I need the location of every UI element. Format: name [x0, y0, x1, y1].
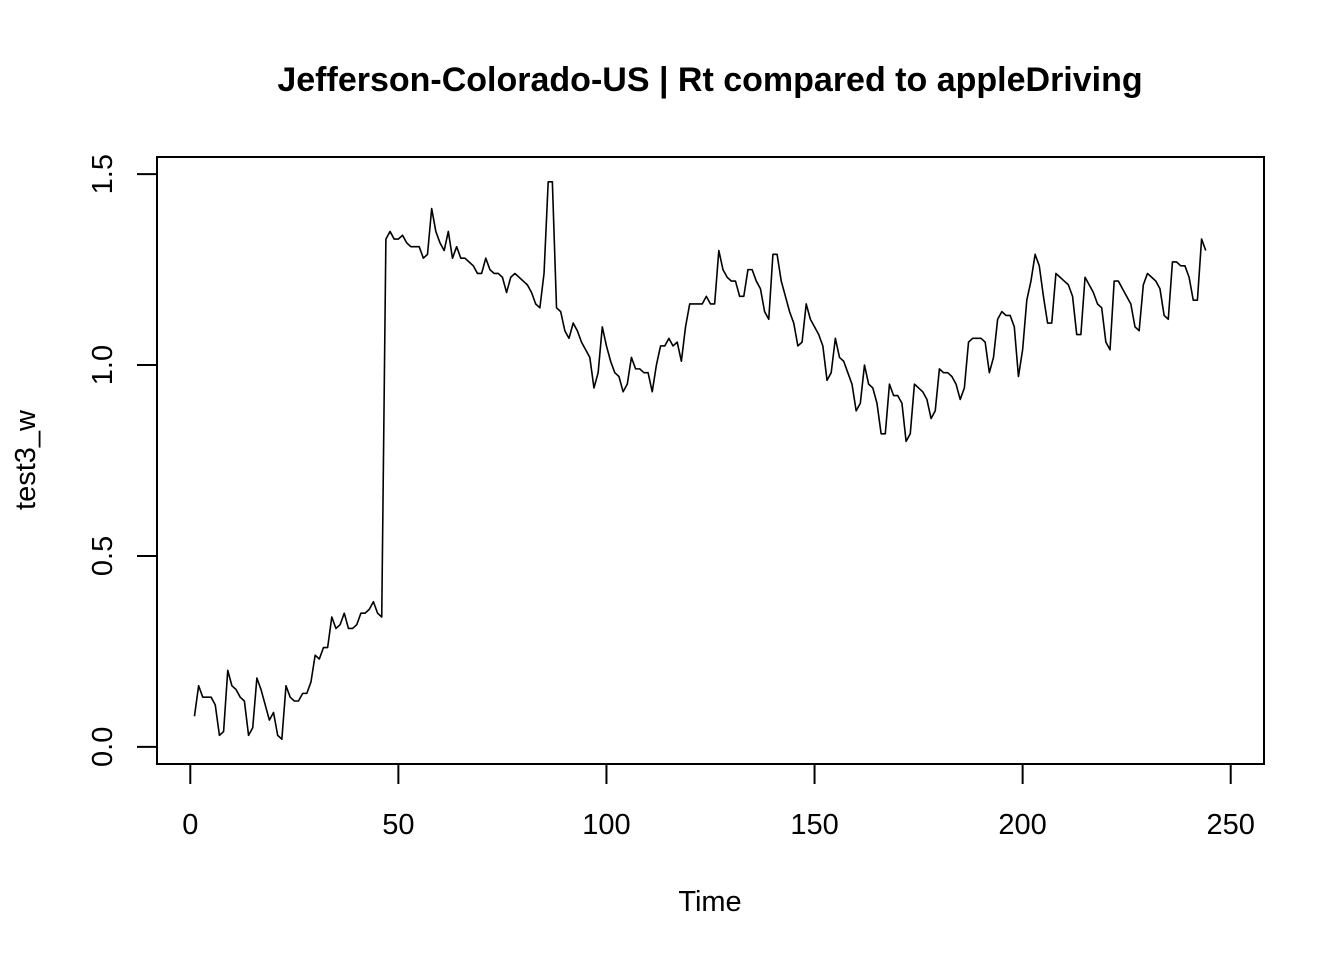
x-tick-label: 150: [790, 809, 838, 841]
x-tick-label: 50: [382, 809, 414, 841]
y-tick-label: 0.0: [87, 727, 119, 767]
x-tick-label: 200: [998, 809, 1046, 841]
x-tick-label: 250: [1207, 809, 1255, 841]
chart-title: Jefferson-Colorado-US | Rt compared to a…: [277, 61, 1142, 99]
x-tick-label: 100: [582, 809, 630, 841]
y-tick-label: 0.5: [87, 536, 119, 576]
series-line: [193, 181, 1207, 740]
y-axis-label: test3_w: [10, 409, 42, 510]
plot-frame: [156, 156, 1265, 765]
x-axis-label: Time: [678, 886, 741, 918]
y-tick-label: 1.0: [87, 345, 119, 385]
y-axis: 0.0 0.5 1.0 1.5: [87, 154, 158, 767]
x-tick-label: 0: [182, 809, 198, 841]
y-tick-label: 1.5: [87, 154, 119, 194]
x-axis: 0 50 100 150 200 250: [182, 763, 1255, 841]
